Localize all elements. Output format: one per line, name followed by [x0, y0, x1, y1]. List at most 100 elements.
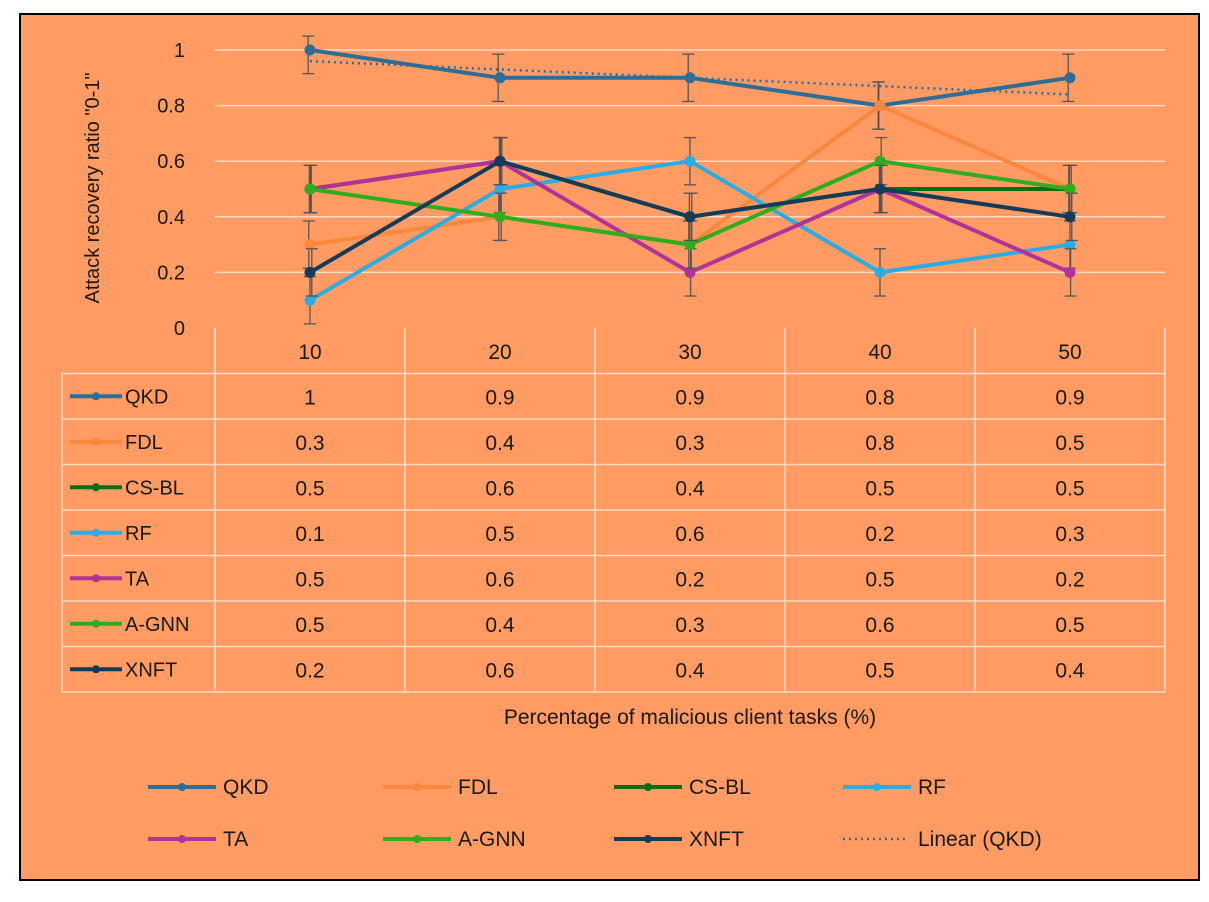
data-point: [1064, 239, 1076, 251]
table-series-label: TA: [125, 568, 150, 590]
legend-label: QKD: [223, 776, 269, 799]
y-axis-ticks: 0 0.2 0.4 0.6 0.8 1: [157, 40, 185, 340]
x-tick-label: 10: [298, 341, 321, 364]
table-legend-marker: [92, 483, 100, 492]
table-cell: 0.5: [865, 659, 894, 682]
legend-marker: [178, 783, 186, 791]
table-cell: 0.5: [865, 477, 894, 500]
series-xnft: [304, 136, 1078, 297]
data-point: [1064, 266, 1076, 278]
table-legend-marker: [92, 437, 100, 446]
x-tick-label: 40: [868, 341, 891, 364]
table-cell: 0.3: [675, 432, 704, 455]
x-axis-title: Percentage of malicious client tasks (%): [504, 706, 876, 729]
table-cell: 0.6: [485, 568, 514, 591]
data-point: [874, 183, 886, 195]
x-tick-label: 20: [488, 341, 511, 364]
table-legend-marker: [92, 574, 100, 583]
y-tick-label: 0.2: [157, 262, 185, 284]
legend-label: RF: [918, 776, 946, 799]
table-cell: 0.6: [485, 659, 514, 682]
table-series-label: A-GNN: [125, 614, 189, 636]
table-cell: 0.6: [865, 614, 894, 637]
table-cell: 0.5: [295, 477, 324, 500]
table-cell: 0.9: [1055, 386, 1084, 409]
table-cell: 0.9: [675, 386, 704, 409]
legend-marker: [644, 835, 652, 843]
table-cell: 0.8: [865, 386, 894, 409]
legend-label: CS-BL: [689, 776, 751, 799]
table-cell: 0.5: [865, 568, 894, 591]
legend-item: RF: [843, 776, 946, 799]
table-series-label: QKD: [125, 386, 168, 408]
legend-item: TA: [148, 828, 248, 851]
legend-marker: [413, 835, 421, 843]
table-cell: 0.5: [295, 614, 324, 637]
table-cell: 0.6: [485, 477, 514, 500]
legend-label: Linear (QKD): [918, 828, 1042, 851]
table-cell: 0.2: [1055, 568, 1084, 591]
table-cell: 1: [304, 386, 316, 409]
table-cell: 0.5: [485, 523, 514, 546]
data-point: [1064, 211, 1076, 223]
legend-marker: [413, 783, 421, 791]
data-point: [494, 183, 506, 195]
table-series-label: XNFT: [125, 659, 177, 681]
table-cell: 0.4: [1055, 659, 1085, 682]
x-tick-label: 30: [678, 341, 701, 364]
table-cell: 0.4: [675, 477, 705, 500]
table-cell: 0.5: [1055, 477, 1084, 500]
legend-label: FDL: [458, 776, 498, 799]
chart-area-background: [19, 13, 1200, 881]
table-cell: 0.3: [675, 614, 704, 637]
table-cell: 0.3: [1055, 523, 1084, 546]
legend-item: A-GNN: [383, 828, 526, 851]
table-cell: 0.1: [295, 523, 324, 546]
data-point: [304, 294, 316, 306]
table-cell: 0.5: [295, 568, 324, 591]
table-cell: 0.2: [295, 659, 324, 682]
table-series-label: RF: [125, 523, 152, 545]
table-cell: 0.4: [485, 432, 515, 455]
table-cell: 0.5: [1055, 614, 1084, 637]
legend-item: XNFT: [614, 828, 744, 851]
data-point: [1064, 72, 1076, 84]
table-cell: 0.9: [485, 386, 514, 409]
legend-marker: [644, 783, 652, 791]
data-point: [684, 266, 696, 278]
table-legend-marker: [92, 665, 100, 674]
legend-item: Linear (QKD): [843, 828, 1042, 851]
data-point: [304, 239, 316, 251]
legend-marker: [873, 783, 881, 791]
table-legend-marker: [92, 392, 100, 401]
data-point: [684, 239, 696, 251]
series-rf: [304, 136, 1076, 325]
legend-item: CS-BL: [614, 776, 751, 799]
legend-label: TA: [223, 828, 248, 851]
data-point: [304, 44, 316, 56]
legend-item: FDL: [383, 776, 498, 799]
table-cell: 0.3: [295, 432, 324, 455]
table-cell: 0.2: [675, 568, 704, 591]
data-point: [874, 155, 886, 167]
data-point: [684, 155, 696, 167]
y-tick-label: 1: [174, 40, 185, 62]
legend-label: A-GNN: [458, 828, 526, 851]
table-legend-marker: [92, 619, 100, 628]
table-series-label: CS-BL: [125, 477, 184, 499]
y-tick-label: 0: [174, 318, 185, 340]
data-table: 10 20 30 40 50 QKD 1 0.9 0.9 0.8 0.9 FDL 0.3 0.4 0.3 0.…: [61, 328, 1166, 693]
y-tick-label: 0.4: [157, 207, 185, 229]
data-point: [494, 211, 506, 223]
legend-label: XNFT: [689, 828, 744, 851]
data-point: [304, 266, 316, 278]
data-point: [494, 155, 506, 167]
data-point: [684, 211, 696, 223]
y-axis-title: Attack recovery ratio "0-1": [82, 73, 104, 304]
legend: QKD FDL CS-BL RF TA A-GNN XNFT Linear (QKD): [148, 776, 1042, 851]
legend-marker: [178, 835, 186, 843]
y-tick-label: 0.8: [157, 96, 185, 118]
table-legend-marker: [92, 528, 100, 537]
table-cell: 0.8: [865, 432, 894, 455]
